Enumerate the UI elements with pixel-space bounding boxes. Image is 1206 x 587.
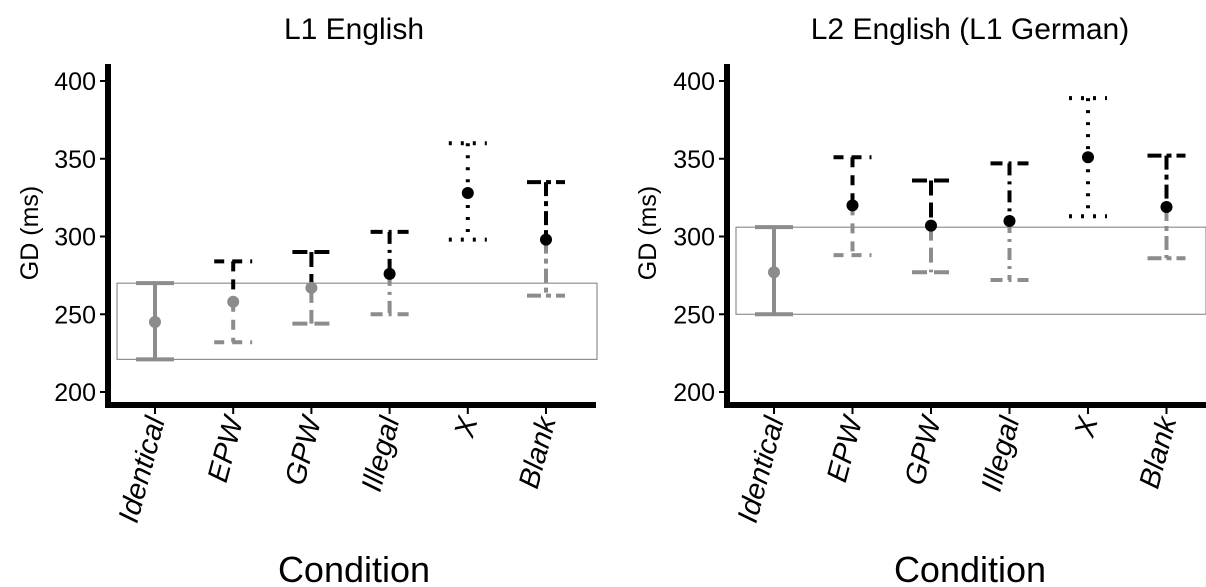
mean-point bbox=[1082, 151, 1094, 164]
y-axis-label: GD (ms) bbox=[16, 186, 44, 280]
panel-2: L2 English (L1 German) 200 250 300 350 400 GD … bbox=[634, 13, 1206, 587]
mean-point bbox=[1003, 214, 1016, 227]
mean-point bbox=[227, 295, 240, 308]
y-tick-label: 400 bbox=[54, 68, 96, 96]
mean-point bbox=[846, 199, 859, 212]
x-tick-label: GPW bbox=[899, 411, 949, 489]
error-bar bbox=[990, 161, 1029, 283]
y-tick-label: 300 bbox=[54, 224, 96, 252]
y-tick-label: 350 bbox=[54, 146, 96, 174]
mean-point bbox=[925, 219, 937, 232]
error-bar bbox=[833, 155, 872, 258]
x-tick-label: Illegal bbox=[976, 412, 1027, 495]
x-tick-label: EPW bbox=[202, 411, 251, 486]
y-tick-label: 200 bbox=[673, 379, 715, 407]
y-tick-label: 200 bbox=[54, 379, 96, 407]
x-tick-label: Illegal bbox=[356, 412, 407, 495]
mean-point bbox=[768, 266, 780, 279]
x-tick-label: Identical bbox=[113, 412, 172, 526]
x-tick-label: X bbox=[1069, 412, 1106, 442]
error-bar bbox=[214, 259, 253, 345]
x-tick-label: GPW bbox=[279, 411, 329, 489]
error-bar bbox=[292, 250, 331, 326]
error-bar bbox=[755, 225, 793, 317]
y-axis-label: GD (ms) bbox=[634, 186, 662, 280]
x-tick-label: Blank bbox=[513, 412, 563, 492]
y-tick-label: 400 bbox=[673, 68, 715, 96]
x-tick-label: EPW bbox=[821, 411, 870, 486]
x-tick-label: X bbox=[448, 412, 485, 442]
x-tick-label: Blank bbox=[1134, 412, 1184, 492]
reference-band bbox=[116, 282, 598, 360]
x-axis-label: Condition bbox=[894, 549, 1046, 587]
error-bar bbox=[136, 281, 174, 362]
error-bar bbox=[1147, 153, 1186, 261]
panel-1: L1 English 200 250 300 350 400 GD (ms) Identica… bbox=[16, 13, 598, 587]
mean-point bbox=[540, 233, 552, 246]
x-tick-label: Identical bbox=[732, 412, 791, 526]
mean-point bbox=[305, 281, 318, 294]
error-bar bbox=[527, 180, 565, 298]
mean-point bbox=[461, 186, 474, 199]
y-tick-label: 250 bbox=[673, 301, 715, 329]
mean-point bbox=[1160, 200, 1173, 213]
y-tick-label: 250 bbox=[54, 301, 96, 329]
y-tick-label: 350 bbox=[673, 146, 715, 174]
error-bar bbox=[370, 229, 409, 317]
error-bar bbox=[1069, 96, 1107, 219]
panel-title: L1 English bbox=[284, 13, 424, 46]
mean-point bbox=[149, 316, 161, 329]
error-bar bbox=[912, 178, 950, 275]
reference-band bbox=[735, 226, 1206, 315]
y-tick-label: 300 bbox=[673, 224, 715, 252]
panel-title: L2 English (L1 German) bbox=[811, 13, 1130, 46]
mean-point bbox=[383, 267, 396, 280]
x-axis-label: Condition bbox=[278, 549, 430, 587]
error-bar bbox=[448, 141, 487, 242]
